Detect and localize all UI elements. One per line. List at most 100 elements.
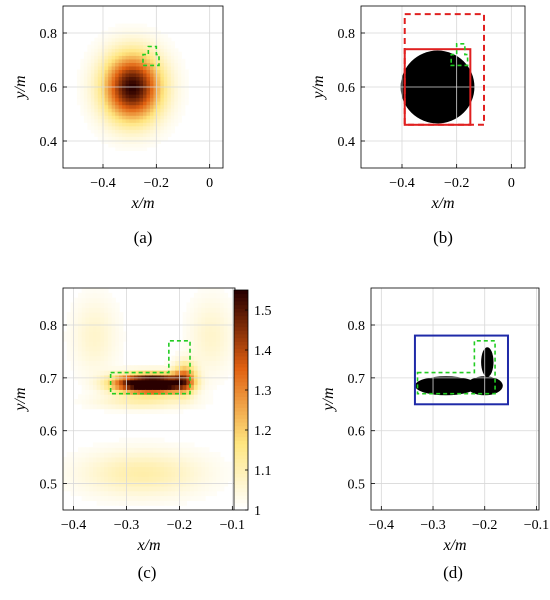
heat-cell bbox=[108, 122, 113, 127]
heat-cell bbox=[115, 132, 120, 137]
heat-cell bbox=[167, 79, 172, 85]
y-tick-label: 0.7 bbox=[348, 372, 366, 387]
heat-cell bbox=[104, 129, 109, 134]
heat-cell bbox=[94, 90, 99, 95]
heat-cell bbox=[92, 466, 98, 472]
heat-cell bbox=[100, 302, 105, 308]
heat-cell bbox=[182, 341, 187, 347]
heat-cell bbox=[115, 466, 120, 472]
heat-cell bbox=[108, 115, 113, 120]
heat-cell bbox=[87, 72, 92, 78]
heat-cell bbox=[118, 55, 123, 60]
heat-cell bbox=[132, 139, 137, 144]
heat-cell bbox=[193, 399, 199, 405]
heat-cell bbox=[186, 360, 191, 366]
heat-cell bbox=[87, 76, 92, 81]
heat-cell bbox=[115, 447, 120, 453]
heat-cell bbox=[115, 495, 120, 501]
heat-cell bbox=[74, 476, 79, 482]
heat-cell bbox=[182, 365, 187, 371]
heat-cell bbox=[170, 129, 175, 134]
heat-cell bbox=[87, 44, 92, 49]
heat-cell bbox=[182, 485, 187, 492]
heat-cell bbox=[186, 452, 191, 458]
heat-cell bbox=[197, 389, 202, 395]
heat-cell bbox=[108, 51, 113, 56]
heat-cell bbox=[212, 452, 217, 458]
heat-cell bbox=[118, 143, 123, 148]
heat-cell bbox=[115, 360, 120, 366]
heat-cell bbox=[152, 495, 158, 501]
heat-cell bbox=[143, 101, 148, 106]
heat-cell bbox=[107, 456, 113, 463]
heat-cell bbox=[163, 122, 168, 127]
heat-cell bbox=[115, 143, 120, 148]
heat-cell bbox=[74, 312, 79, 318]
heat-cell bbox=[92, 331, 98, 337]
heat-cell bbox=[178, 379, 184, 386]
heat-cell bbox=[115, 321, 120, 328]
heat-cell bbox=[182, 476, 187, 482]
heat-cell bbox=[193, 345, 199, 352]
colorbar-tick-label: 1.2 bbox=[254, 424, 272, 439]
heat-cell bbox=[96, 379, 101, 386]
heat-cell bbox=[149, 143, 155, 148]
heat-cell bbox=[160, 65, 165, 70]
heat-cell bbox=[126, 500, 131, 506]
heat-cell bbox=[139, 51, 144, 56]
heat-cell bbox=[175, 365, 180, 371]
heat-cell bbox=[136, 146, 141, 151]
heat-cell bbox=[111, 27, 116, 32]
heat-cell bbox=[107, 466, 113, 472]
heat-cell bbox=[104, 360, 109, 366]
heat-cell bbox=[190, 471, 195, 477]
heat-cell bbox=[136, 83, 141, 88]
heat-cell bbox=[197, 452, 202, 458]
colorbar-segment bbox=[234, 418, 248, 423]
heat-cell bbox=[156, 51, 161, 56]
heat-cell bbox=[111, 58, 116, 63]
heat-cell bbox=[182, 452, 187, 458]
heat-cell bbox=[119, 461, 124, 468]
heat-cell bbox=[156, 69, 161, 74]
heat-cell bbox=[97, 37, 102, 42]
heat-cell bbox=[149, 500, 154, 506]
heat-cell bbox=[186, 321, 191, 328]
heat-cell bbox=[216, 288, 221, 294]
heat-cell bbox=[94, 72, 99, 78]
heat-cell bbox=[143, 44, 148, 49]
heat-cell bbox=[108, 125, 113, 130]
heat-cell bbox=[83, 76, 88, 81]
binary-region bbox=[481, 347, 494, 377]
heat-cell bbox=[193, 394, 199, 400]
heat-cell bbox=[125, 122, 130, 127]
heat-cell bbox=[197, 297, 202, 304]
heat-cell bbox=[92, 456, 98, 463]
heat-cell bbox=[125, 58, 130, 63]
heat-cell bbox=[145, 394, 150, 400]
heat-cell bbox=[130, 471, 135, 477]
heat-cell bbox=[129, 51, 134, 56]
heat-cell bbox=[190, 485, 195, 492]
heat-cell bbox=[90, 118, 95, 123]
bounding-box bbox=[413, 334, 509, 406]
colorbar-segment bbox=[234, 400, 248, 405]
heat-cell bbox=[132, 83, 137, 88]
heat-cell bbox=[193, 389, 199, 395]
heat-cell bbox=[81, 365, 87, 371]
colorbar-segment bbox=[234, 297, 248, 302]
heat-cell bbox=[171, 442, 176, 448]
heat-cell bbox=[122, 394, 128, 400]
heat-cell bbox=[76, 94, 81, 99]
heat-cell bbox=[92, 471, 98, 477]
heat-cell bbox=[212, 326, 217, 333]
heat-cell bbox=[149, 476, 154, 482]
heat-cell bbox=[160, 118, 165, 123]
heat-cell bbox=[220, 466, 225, 472]
heat-cell bbox=[70, 461, 75, 468]
heat-cell bbox=[100, 403, 105, 410]
heat-cell bbox=[167, 72, 172, 78]
heat-cell bbox=[115, 72, 120, 78]
heat-cell bbox=[92, 389, 98, 395]
heat-cell bbox=[156, 452, 161, 458]
